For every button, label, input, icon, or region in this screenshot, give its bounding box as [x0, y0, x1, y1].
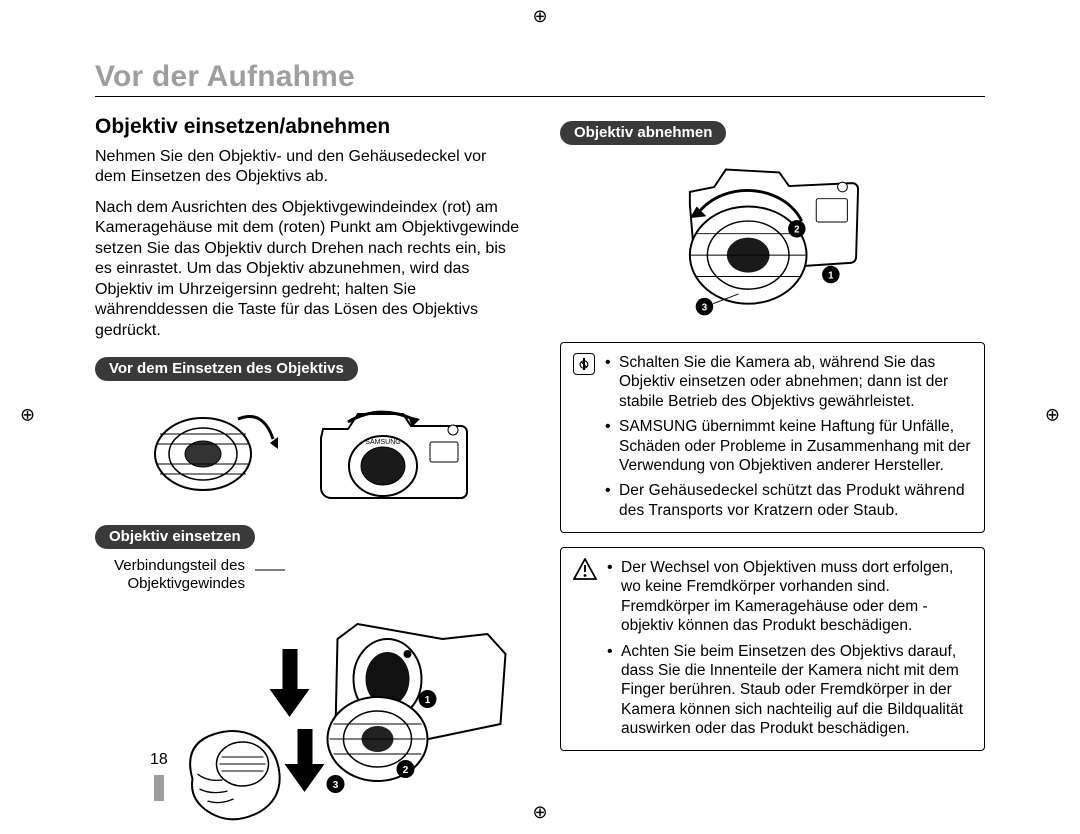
section-title: Objektiv einsetzen/abnehmen — [95, 115, 520, 139]
svg-text:2: 2 — [794, 225, 800, 236]
svg-text:3: 3 — [702, 303, 708, 314]
note-warning-item: Der Wechsel von Objektiven muss dort erf… — [607, 558, 972, 636]
regmark-bottom-icon: ⊕ — [532, 802, 547, 823]
svg-text:1: 1 — [828, 270, 834, 281]
intro-paragraph-2: Nach dem Ausrichten des Objektivgewindei… — [95, 198, 520, 341]
svg-text:3: 3 — [333, 780, 339, 791]
note-glyph: ⦸ — [579, 355, 588, 373]
note-info-list: Schalten Sie die Kamera ab, während Sie … — [605, 353, 972, 520]
note-info-item: Der Gehäusedeckel schützt das Produkt wä… — [605, 481, 972, 520]
note-warning-list: Der Wechsel von Objektiven muss dort erf… — [607, 558, 972, 738]
mount-index-caption: Verbindungsteil des Objektivgewindes — [95, 557, 245, 593]
right-column: Objektiv abnehmen — [560, 115, 985, 829]
regmark-left-icon: ⊕ — [20, 404, 35, 425]
page-number-bar — [154, 775, 164, 801]
note-info-item: SAMSUNG übernimmt keine Haftung für Unfä… — [605, 417, 972, 475]
left-column: Objektiv einsetzen/abnehmen Nehmen Sie d… — [95, 115, 520, 829]
intro-paragraph-1: Nehmen Sie den Objektiv- und den Gehäuse… — [95, 147, 520, 188]
note-box-warning: Der Wechsel von Objektiven muss dort erf… — [560, 547, 985, 751]
svg-text:2: 2 — [403, 765, 409, 776]
page-number: 18 — [150, 751, 168, 801]
regmark-top-icon: ⊕ — [532, 6, 547, 27]
note-box-info: ⦸ Schalten Sie die Kamera ab, während Si… — [560, 342, 985, 533]
pill-attach-lens: Objektiv einsetzen — [95, 525, 255, 549]
illustration-remove-lens: 1 2 3 — [560, 153, 985, 328]
illustration-remove-caps: SAMSUNG — [95, 389, 520, 519]
note-warning-item: Achten Sie beim Einsetzen des Objektivs … — [607, 642, 972, 739]
svg-text:1: 1 — [425, 695, 431, 706]
warning-icon — [573, 558, 597, 580]
pill-before-attaching: Vor dem Einsetzen des Objektivs — [95, 357, 358, 381]
regmark-right-icon: ⊕ — [1045, 404, 1060, 425]
note-info-item: Schalten Sie die Kamera ab, während Sie … — [605, 353, 972, 411]
pill-remove-lens: Objektiv abnehmen — [560, 121, 726, 145]
note-icon: ⦸ — [573, 353, 595, 375]
svg-text:SAMSUNG: SAMSUNG — [365, 439, 400, 446]
chapter-title: Vor der Aufnahme — [95, 60, 985, 97]
